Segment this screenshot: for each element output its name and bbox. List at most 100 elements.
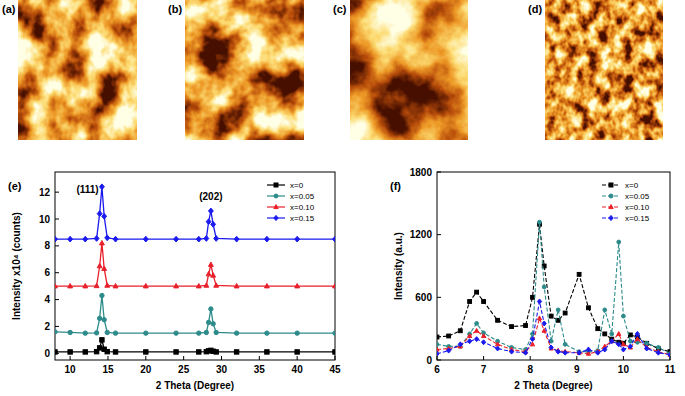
- data-point: [482, 340, 486, 345]
- y-tick-label: 0: [44, 348, 50, 359]
- data-point: [211, 322, 215, 326]
- data-point: [603, 332, 607, 336]
- data-point: [610, 339, 614, 343]
- data-point: [102, 213, 107, 219]
- x-tick: [221, 356, 222, 360]
- y-tick-label: 1800: [410, 167, 433, 178]
- legend-marker: [609, 215, 613, 220]
- legend: x=0x=0.05x=0.10x=0.15: [602, 181, 650, 223]
- data-point: [97, 316, 101, 320]
- data-point: [68, 330, 72, 334]
- data-point: [234, 284, 239, 288]
- data-point: [577, 350, 581, 354]
- plot-frame: [55, 172, 335, 360]
- data-point: [214, 330, 218, 334]
- data-point: [617, 332, 621, 336]
- data-point: [55, 330, 57, 334]
- data-point: [628, 344, 632, 349]
- data-point: [174, 236, 179, 242]
- x-tick: [483, 356, 484, 360]
- data-point: [211, 222, 216, 228]
- x-tick-label: 45: [329, 364, 341, 375]
- series-line: [437, 302, 670, 355]
- x-tick: [623, 356, 624, 360]
- data-point: [563, 350, 567, 355]
- data-point: [622, 314, 626, 318]
- data-point: [496, 318, 500, 322]
- data-area: [55, 184, 335, 354]
- data-point: [105, 235, 110, 241]
- data-point: [204, 236, 209, 242]
- data-point: [437, 342, 439, 346]
- data-point: [447, 334, 451, 338]
- legend-label: x=0.05: [625, 192, 650, 201]
- x-tick-label: 15: [102, 364, 114, 375]
- data-point: [102, 318, 106, 322]
- x-tick: [576, 356, 577, 360]
- data-point: [524, 324, 528, 328]
- data-point: [563, 311, 567, 315]
- data-point: [468, 300, 472, 304]
- data-point: [94, 236, 99, 242]
- data-point: [333, 236, 335, 242]
- x-tick: [107, 356, 108, 360]
- x-tick-label: 10: [618, 364, 630, 375]
- data-point: [603, 308, 607, 312]
- data-point: [656, 350, 660, 355]
- data-point: [196, 236, 201, 242]
- data-point: [437, 347, 439, 351]
- figure: (a)(b)(c)(d)10152025303540450246810122 T…: [0, 0, 685, 396]
- legend-label: x=0.15: [625, 214, 650, 223]
- data-point: [628, 333, 632, 337]
- data-point: [556, 308, 560, 312]
- data-point: [211, 273, 216, 277]
- x-tick: [145, 356, 146, 360]
- y-tick-label: 6: [44, 267, 50, 278]
- data-point: [577, 350, 581, 355]
- afm-image-base: [18, 0, 137, 140]
- data-point: [530, 337, 534, 342]
- y-tick: [437, 360, 441, 361]
- panel-label: (a): [2, 3, 16, 15]
- series-line: [55, 340, 335, 352]
- data-point: [83, 236, 88, 242]
- legend-marker: [609, 205, 613, 209]
- data-point: [265, 331, 269, 335]
- data-point: [113, 331, 117, 335]
- data-point: [610, 332, 614, 336]
- data-point: [458, 329, 462, 333]
- y-tick: [55, 192, 59, 193]
- data-point: [204, 283, 209, 287]
- data-point: [208, 208, 213, 214]
- x-tick-label: 6: [434, 364, 440, 375]
- data-point: [621, 342, 625, 346]
- data-point: [437, 335, 439, 339]
- data-point: [105, 349, 109, 353]
- data-point: [556, 349, 560, 354]
- legend-label: x=0: [625, 181, 639, 190]
- data-point: [563, 342, 567, 346]
- data-point: [234, 236, 239, 242]
- legend-marker: [274, 215, 278, 220]
- data-point: [94, 283, 99, 287]
- x-tick-label: 9: [574, 364, 580, 375]
- data-point: [549, 345, 553, 350]
- legend-label: x=0: [290, 181, 304, 190]
- data-point: [100, 338, 104, 342]
- x-tick: [70, 356, 71, 360]
- afm-image: [545, 0, 663, 140]
- page: {"panels": ["(a)", "(b)", "(c)", "(d)"],…: [0, 0, 685, 396]
- data-point: [214, 350, 218, 354]
- y-axis-label: Intensity (a.u.): [393, 232, 404, 300]
- data-point: [468, 339, 472, 344]
- data-point: [197, 331, 201, 335]
- x-tick-label: 40: [292, 364, 304, 375]
- chart: 678910110600120018002 Theta (Degree)Inte…: [390, 167, 676, 392]
- data-point: [475, 290, 479, 294]
- data-area: [437, 220, 670, 357]
- plot-frame: [437, 172, 670, 360]
- x-tick: [530, 356, 531, 360]
- data-point: [468, 334, 472, 338]
- data-point: [596, 350, 600, 355]
- data-point: [197, 350, 201, 354]
